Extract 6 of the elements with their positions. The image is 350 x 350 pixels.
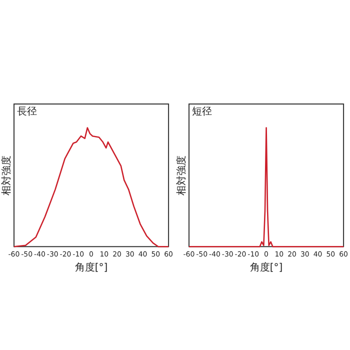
chart-title: 長径 [17,106,37,118]
chart-title: 短径 [192,106,212,118]
y-axis-title: 相対強度 [0,155,13,196]
x-axis-title: 角度[°] [74,262,108,274]
y-axis-title: 相対強度 [176,155,188,196]
x-axis-title: 角度[°] [250,262,283,274]
